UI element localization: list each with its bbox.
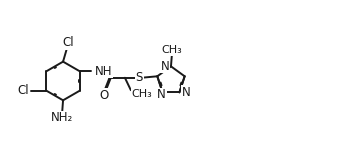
Text: Cl: Cl bbox=[63, 36, 74, 49]
Text: S: S bbox=[135, 71, 143, 84]
Text: CH₃: CH₃ bbox=[131, 89, 152, 99]
Text: Cl: Cl bbox=[17, 84, 29, 97]
Text: NH: NH bbox=[95, 65, 113, 78]
Text: O: O bbox=[99, 89, 108, 102]
Text: NH₂: NH₂ bbox=[51, 111, 73, 124]
Text: N: N bbox=[160, 60, 169, 73]
Text: CH₃: CH₃ bbox=[162, 45, 183, 55]
Text: N: N bbox=[157, 88, 166, 101]
Text: N: N bbox=[182, 86, 190, 99]
